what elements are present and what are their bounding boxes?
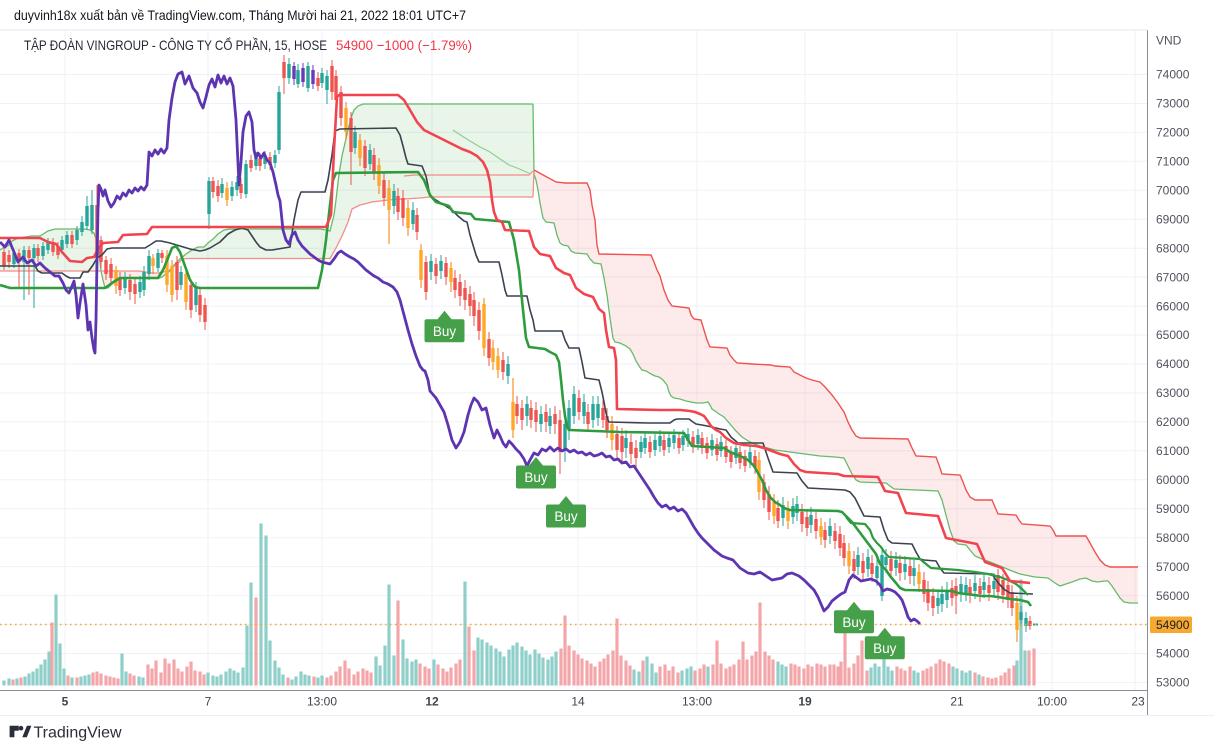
svg-text:66000: 66000 <box>1156 299 1190 313</box>
svg-text:54900 −1000 (−1.79%): 54900 −1000 (−1.79%) <box>336 37 472 53</box>
svg-text:74000: 74000 <box>1156 68 1190 82</box>
svg-text:13:00: 13:00 <box>682 695 712 709</box>
svg-text:67000: 67000 <box>1156 270 1190 284</box>
svg-text:12: 12 <box>425 695 439 709</box>
svg-text:duyvinh18x xuất bản về Trading: duyvinh18x xuất bản về TradingView.com, … <box>14 7 466 23</box>
svg-text:71000: 71000 <box>1156 155 1190 169</box>
svg-text:58000: 58000 <box>1156 531 1190 545</box>
svg-text:23: 23 <box>1131 695 1145 709</box>
svg-text:Buy: Buy <box>554 509 578 524</box>
svg-text:13:00: 13:00 <box>307 695 337 709</box>
svg-text:21: 21 <box>950 695 964 709</box>
svg-text:5: 5 <box>62 695 69 709</box>
svg-text:65000: 65000 <box>1156 328 1190 342</box>
svg-text:53000: 53000 <box>1156 676 1190 690</box>
svg-text:59000: 59000 <box>1156 502 1190 516</box>
svg-text:72000: 72000 <box>1156 126 1190 140</box>
svg-text:Buy: Buy <box>873 641 897 656</box>
svg-text:54900: 54900 <box>1156 618 1190 632</box>
svg-text:64000: 64000 <box>1156 357 1190 371</box>
svg-text:62000: 62000 <box>1156 415 1190 429</box>
svg-text:56000: 56000 <box>1156 589 1190 603</box>
svg-text:TẬP ĐOÀN VINGROUP - CÔNG TY CỔ: TẬP ĐOÀN VINGROUP - CÔNG TY CỔ PHẦN, 15,… <box>24 36 327 53</box>
svg-text:19: 19 <box>798 695 812 709</box>
svg-text:68000: 68000 <box>1156 241 1190 255</box>
svg-text:TradingView: TradingView <box>34 725 122 742</box>
svg-text:70000: 70000 <box>1156 184 1190 198</box>
svg-text:Buy: Buy <box>433 324 457 339</box>
svg-text:10:00: 10:00 <box>1037 695 1067 709</box>
svg-text:69000: 69000 <box>1156 212 1190 226</box>
svg-text:Buy: Buy <box>842 615 866 630</box>
svg-text:54000: 54000 <box>1156 647 1190 661</box>
svg-text:63000: 63000 <box>1156 386 1190 400</box>
svg-text:14: 14 <box>571 695 585 709</box>
svg-text:57000: 57000 <box>1156 560 1190 574</box>
svg-text:Buy: Buy <box>524 470 548 485</box>
svg-text:61000: 61000 <box>1156 444 1190 458</box>
svg-text:VND: VND <box>1156 34 1182 48</box>
svg-text:7: 7 <box>205 695 212 709</box>
svg-text:60000: 60000 <box>1156 473 1190 487</box>
svg-text:73000: 73000 <box>1156 97 1190 111</box>
